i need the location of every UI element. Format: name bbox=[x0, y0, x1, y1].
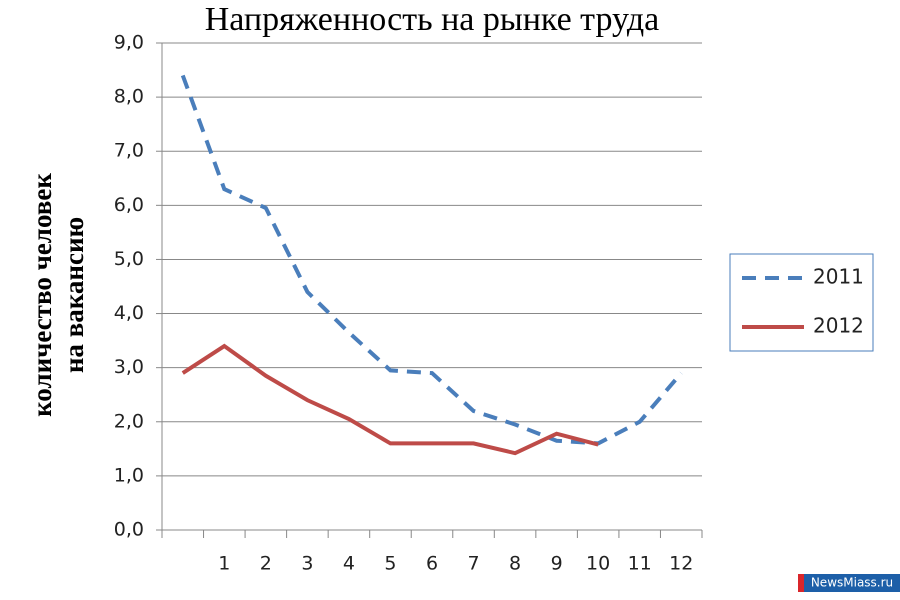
x-tick-label: 7 bbox=[467, 553, 479, 575]
y-axis-title: количество человек на вакансию bbox=[27, 173, 89, 417]
watermark-bg bbox=[798, 574, 900, 592]
x-tick-label: 1 bbox=[218, 553, 230, 575]
legend-label: 2012 bbox=[813, 314, 864, 338]
watermark: NewsMiass.ru bbox=[811, 576, 893, 590]
y-tick-label: 2,0 bbox=[114, 410, 144, 432]
chart-title: Напряженность на рынке труда bbox=[205, 1, 660, 38]
y-tick-label: 7,0 bbox=[114, 140, 144, 162]
legend-box bbox=[729, 253, 874, 352]
x-tick-label: 5 bbox=[384, 553, 396, 575]
x-tick-label: 10 bbox=[586, 553, 610, 575]
x-tick-label: 11 bbox=[628, 553, 652, 575]
y-tick-label: 0,0 bbox=[114, 519, 144, 541]
y-label-line: количество человек bbox=[27, 173, 57, 417]
y-tick-label: 5,0 bbox=[114, 248, 144, 270]
x-tick-label: 12 bbox=[669, 553, 693, 575]
x-tick-label: 3 bbox=[301, 553, 313, 575]
y-tick-label: 3,0 bbox=[114, 356, 144, 378]
y-tick-label: 6,0 bbox=[114, 194, 144, 216]
y-tick-label: 9,0 bbox=[114, 32, 144, 54]
watermark-accent bbox=[798, 574, 804, 592]
y-tick-label: 4,0 bbox=[114, 302, 144, 324]
x-tick-label: 9 bbox=[551, 553, 563, 575]
series-line bbox=[181, 343, 599, 456]
x-tick-label: 6 bbox=[426, 553, 438, 575]
legend-label: 2011 bbox=[813, 265, 864, 289]
x-tick-label: 4 bbox=[343, 553, 355, 575]
y-tick-label: 1,0 bbox=[114, 464, 144, 486]
x-tick-label: 2 bbox=[260, 553, 272, 575]
x-tick-label: 8 bbox=[509, 553, 521, 575]
y-tick-label: 8,0 bbox=[114, 86, 144, 108]
y-label-line: на вакансию bbox=[59, 217, 89, 373]
